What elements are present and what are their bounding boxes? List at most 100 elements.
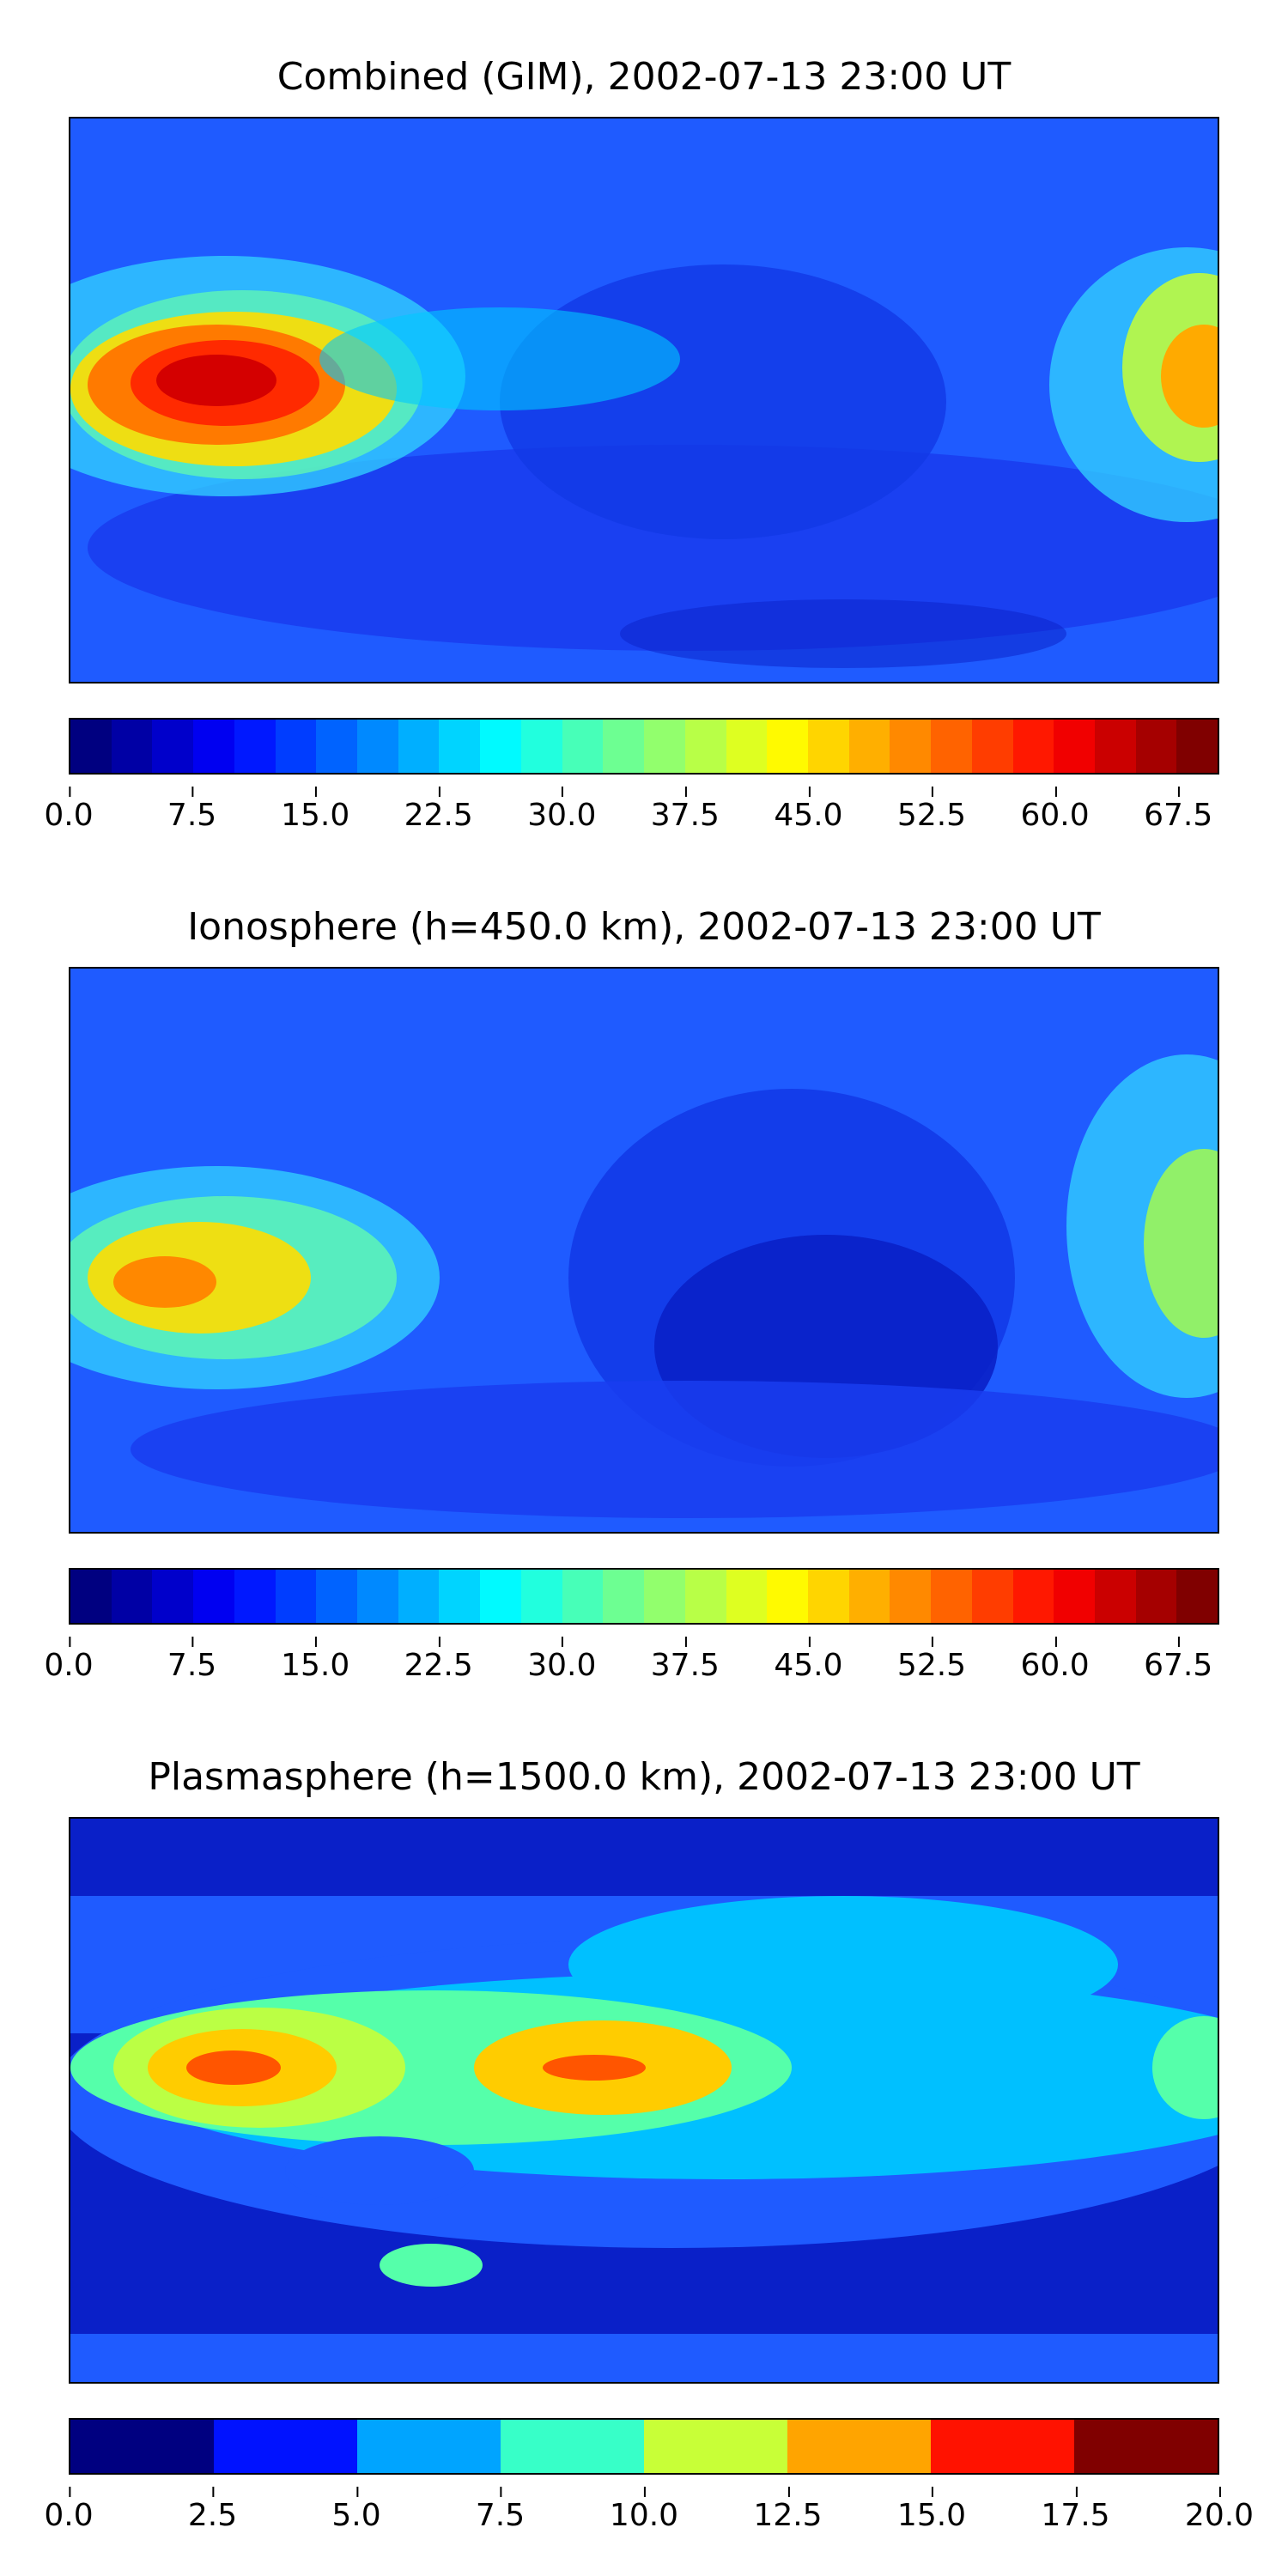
colorbar-tick-label: 5.0 xyxy=(331,2487,381,2533)
colorbar-tick-label: 7.5 xyxy=(475,2487,526,2533)
colorbar-segment xyxy=(890,1570,932,1623)
colorbar-segment xyxy=(787,2420,931,2473)
colorbar-tick-label: 37.5 xyxy=(650,787,720,833)
colorbar-tick-label: 30.0 xyxy=(527,1637,597,1683)
colorbar-tick-label: 15.0 xyxy=(281,787,350,833)
colorbar-segment xyxy=(70,1570,112,1623)
colorbar-tick-label: 0.0 xyxy=(44,1637,94,1683)
colorbar-segment xyxy=(70,2420,214,2473)
colorbar-segment xyxy=(603,1570,645,1623)
colorbar-tick-label: 0.0 xyxy=(44,787,94,833)
colorbar-tick-label: 12.5 xyxy=(753,2487,823,2533)
colorbar-segment xyxy=(931,720,972,773)
colorbar-segment xyxy=(439,720,481,773)
colorbar-segment xyxy=(1012,720,1054,773)
colorbar-segment xyxy=(316,720,358,773)
colorbar-segment xyxy=(480,720,521,773)
colorbar-segment xyxy=(152,1570,194,1623)
colorbar-tick-label: 10.0 xyxy=(609,2487,679,2533)
colorbar-segment xyxy=(562,1570,604,1623)
colorbar-segment xyxy=(234,1570,276,1623)
map-combined xyxy=(69,117,1219,683)
colorbar-segment xyxy=(644,2420,787,2473)
colorbar-segment xyxy=(1176,1570,1218,1623)
colorbar-segment xyxy=(111,720,153,773)
colorbar-segment xyxy=(398,720,440,773)
colorbar-tick-label: 67.5 xyxy=(1144,1637,1213,1683)
colorbar-ionosphere xyxy=(69,1568,1219,1625)
colorbar-segment xyxy=(70,720,112,773)
colorbar-tick-label: 2.5 xyxy=(187,2487,238,2533)
colorbar-segment xyxy=(357,2420,501,2473)
map-ionosphere xyxy=(69,967,1219,1534)
colorbar-segment xyxy=(726,720,768,773)
colorbar-tick-label: 37.5 xyxy=(650,1637,720,1683)
panel-title-combined: Combined (GIM), 2002-07-13 23:00 UT xyxy=(276,55,1012,99)
colorbar-segment xyxy=(316,1570,358,1623)
colorbar-tick-label: 60.0 xyxy=(1020,787,1090,833)
colorbar-segment xyxy=(603,720,645,773)
colorbar-segment xyxy=(971,1570,1013,1623)
panel-title-plasmasphere: Plasmasphere (h=1500.0 km), 2002-07-13 2… xyxy=(148,1755,1140,1799)
colorbar-tick-label: 60.0 xyxy=(1020,1637,1090,1683)
colorbar-tick-label: 52.5 xyxy=(896,787,967,833)
colorbar-combined xyxy=(69,718,1219,775)
colorbar-segment xyxy=(398,1570,440,1623)
colorbar-segment xyxy=(848,720,890,773)
colorbar-ticks-plasmasphere: 0.0 2.5 5.0 7.5 10.0 12.5 15.0 17.5 20.0 xyxy=(44,2487,1254,2542)
colorbar-tick-label: 45.0 xyxy=(774,1637,843,1683)
colorbar-tick-label: 20.0 xyxy=(1184,2487,1255,2533)
colorbar-segment xyxy=(152,720,194,773)
colorbar-tick-label: 67.5 xyxy=(1144,787,1213,833)
colorbar-tick-label: 15.0 xyxy=(896,2487,967,2533)
colorbar-segment xyxy=(275,1570,317,1623)
colorbar-tick-label: 30.0 xyxy=(527,787,597,833)
colorbar-tick-label: 22.5 xyxy=(404,1637,473,1683)
colorbar-segment xyxy=(807,1570,849,1623)
colorbar-plasmasphere xyxy=(69,2418,1219,2475)
colorbar-segment xyxy=(1135,720,1177,773)
colorbar-segment xyxy=(644,1570,685,1623)
colorbar-segment xyxy=(848,1570,890,1623)
colorbar-segment xyxy=(1074,2420,1218,2473)
colorbar-segment xyxy=(931,2420,1074,2473)
colorbar-tick-label: 15.0 xyxy=(281,1637,350,1683)
map-plasmasphere xyxy=(69,1817,1219,2384)
colorbar-tick-label: 52.5 xyxy=(896,1637,967,1683)
colorbar-tick-label: 7.5 xyxy=(167,787,217,833)
colorbar-tick-label: 45.0 xyxy=(774,787,843,833)
colorbar-segment xyxy=(357,720,398,773)
colorbar-segment xyxy=(357,1570,398,1623)
colorbar-segment xyxy=(644,720,685,773)
colorbar-segment xyxy=(234,720,276,773)
colorbar-ticks-combined: 0.0 7.5 15.0 22.5 30.0 37.5 45.0 52.5 60.0 67.5 xyxy=(44,787,1219,841)
colorbar-segment xyxy=(214,2420,357,2473)
colorbar-ticks-ionosphere: 0.0 7.5 15.0 22.5 30.0 37.5 45.0 52.5 60.0 67.5 xyxy=(44,1637,1219,1692)
colorbar-segment xyxy=(684,1570,726,1623)
colorbar-tick-label: 17.5 xyxy=(1041,2487,1110,2533)
colorbar-segment xyxy=(767,1570,808,1623)
colorbar-segment xyxy=(1176,720,1218,773)
colorbar-segment xyxy=(1012,1570,1054,1623)
panel-title-ionosphere: Ionosphere (h=450.0 km), 2002-07-13 23:0… xyxy=(187,905,1101,949)
colorbar-segment xyxy=(562,720,604,773)
colorbar-segment xyxy=(767,720,808,773)
colorbar-segment xyxy=(520,720,562,773)
colorbar-segment xyxy=(890,720,932,773)
colorbar-segment xyxy=(1054,720,1095,773)
colorbar-segment xyxy=(501,2420,644,2473)
colorbar-segment xyxy=(193,720,234,773)
colorbar-segment xyxy=(1094,1570,1136,1623)
colorbar-segment xyxy=(807,720,849,773)
colorbar-tick-label: 0.0 xyxy=(44,2487,94,2533)
colorbar-segment xyxy=(971,720,1013,773)
colorbar-segment xyxy=(193,1570,234,1623)
colorbar-segment xyxy=(684,720,726,773)
colorbar-segment xyxy=(275,720,317,773)
colorbar-segment xyxy=(1054,1570,1095,1623)
colorbar-segment xyxy=(480,1570,521,1623)
colorbar-tick-label: 7.5 xyxy=(167,1637,217,1683)
colorbar-segment xyxy=(111,1570,153,1623)
colorbar-segment xyxy=(439,1570,481,1623)
colorbar-segment xyxy=(1094,720,1136,773)
